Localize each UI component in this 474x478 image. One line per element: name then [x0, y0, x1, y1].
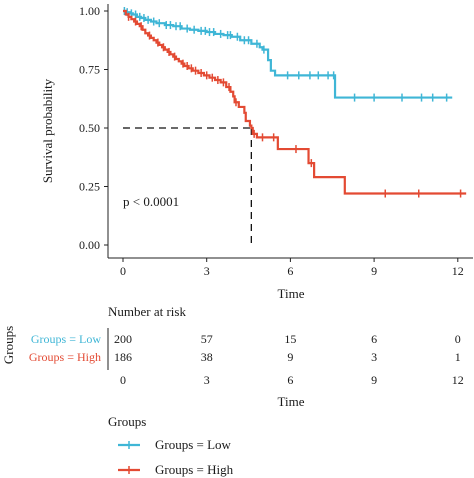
legend-entry-low: Groups = Low — [118, 437, 232, 452]
y-axis-title: Survival probability — [40, 78, 55, 183]
risk-cell-high: 1 — [455, 350, 461, 364]
risk-cell-low: 0 — [455, 332, 461, 346]
legend-label-high: Groups = High — [155, 462, 234, 477]
km-curves — [123, 7, 467, 245]
risk-table-rows: Groups = Low 200 57 15 6 0 Groups = High 186 38 9… — [29, 328, 461, 370]
risk-cell-high: 9 — [287, 350, 293, 364]
km-axes: 0.00 0.25 0.50 0.75 1.00 0 3 6 9 12 — [79, 4, 473, 278]
risk-table-x-title: Time — [278, 394, 305, 409]
risk-cell-high: 3 — [371, 350, 377, 364]
risk-row-label-low: Groups = Low — [31, 332, 101, 346]
legend-title: Groups — [108, 414, 146, 429]
p-value-annotation: p < 0.0001 — [123, 194, 179, 209]
x-axis-title: Time — [278, 286, 305, 301]
risk-table-axis: 0 3 6 9 12 — [120, 373, 464, 387]
legend-label-low: Groups = Low — [155, 437, 232, 452]
x-tick-label: 12 — [452, 264, 464, 278]
risk-table-groups-label: Groups — [1, 326, 16, 364]
risk-cell-low: 200 — [114, 332, 132, 346]
y-tick-label: 0.75 — [79, 63, 100, 77]
risk-x-tick-label: 0 — [120, 373, 126, 387]
risk-x-tick-label: 3 — [204, 373, 210, 387]
x-tick-label: 9 — [371, 264, 377, 278]
risk-table-title: Number at risk — [108, 304, 186, 319]
risk-x-tick-label: 9 — [371, 373, 377, 387]
x-tick-label: 3 — [204, 264, 210, 278]
risk-row-label-high: Groups = High — [29, 350, 101, 364]
x-tick-label: 0 — [120, 264, 126, 278]
risk-x-tick-label: 12 — [452, 373, 464, 387]
km-plot: 0.00 0.25 0.50 0.75 1.00 0 3 6 9 12 p < 0.0001 Su… — [40, 4, 473, 301]
risk-x-tick-label: 6 — [287, 373, 293, 387]
survival-curve-high — [123, 9, 467, 195]
legend-entry-high: Groups = High — [118, 462, 234, 477]
legend-items: Groups = Low Groups = High — [118, 437, 234, 477]
risk-cell-high: 186 — [114, 350, 132, 364]
y-tick-label: 1.00 — [79, 4, 100, 18]
risk-cell-low: 6 — [371, 332, 377, 346]
risk-cell-low: 15 — [284, 332, 296, 346]
x-tick-label: 6 — [287, 264, 293, 278]
risk-cell-high: 38 — [201, 350, 213, 364]
y-tick-label: 0.00 — [79, 238, 100, 252]
risk-cell-low: 57 — [201, 332, 213, 346]
risk-table: Number at risk Groups Groups = Low 200 57 1… — [1, 304, 464, 409]
legend: Groups Groups = Low Groups = High — [108, 414, 234, 477]
y-tick-label: 0.50 — [79, 121, 100, 135]
y-tick-label: 0.25 — [79, 180, 100, 194]
